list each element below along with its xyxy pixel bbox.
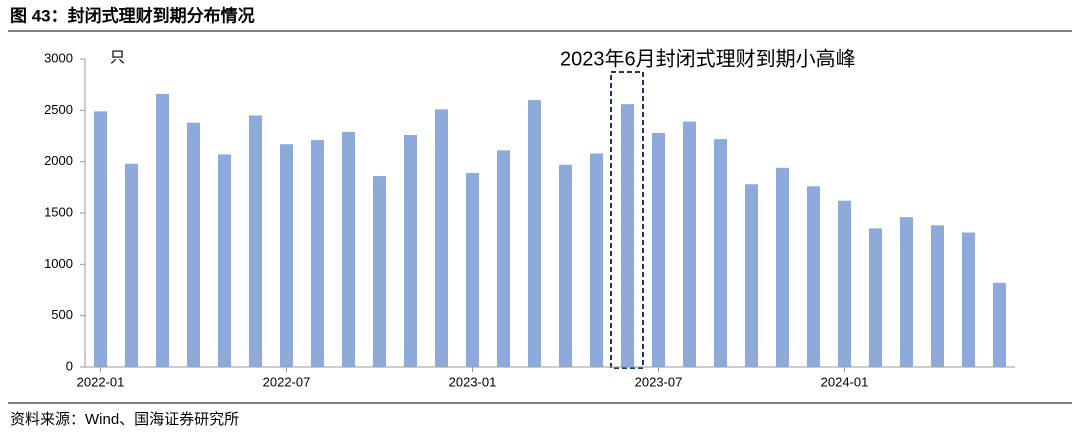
bar [249,115,262,367]
bar [652,132,665,367]
bar [931,225,944,367]
bar [559,164,572,367]
y-tick-label: 500 [51,307,73,322]
y-tick-label: 2000 [44,153,73,168]
bar [311,140,324,367]
bar [187,122,200,367]
bar [125,163,138,367]
y-tick-label: 0 [66,358,73,373]
bar [807,186,820,367]
bar [590,153,603,367]
x-tick-label: 2024-01 [821,374,869,389]
bar [838,200,851,367]
bar [683,121,696,367]
annotation: 2023年6月封闭式理财到期小高峰 [560,47,856,70]
bar [435,109,448,367]
bar [404,134,417,367]
bar [900,217,913,367]
bar [373,176,386,367]
x-tick-label: 2022-01 [77,374,125,389]
x-tick-label: 2023-01 [449,374,497,389]
bar [528,100,541,368]
y-axis-label: 只 [110,49,125,66]
y-tick-label: 2500 [44,102,73,117]
bar [621,104,634,367]
bar [218,154,231,367]
bar [94,111,107,367]
bar [280,144,293,367]
y-tick-label: 3000 [44,50,73,65]
bar [745,184,758,367]
bar [962,232,975,367]
bar [993,282,1006,367]
x-tick-label: 2022-07 [263,374,311,389]
bar [342,131,355,367]
bar [156,93,169,367]
highlight-box [610,71,644,369]
bar [714,139,727,367]
bar [466,172,479,367]
y-tick-label: 1500 [44,204,73,219]
y-tick-label: 1000 [44,256,73,271]
source: 资料来源：Wind、国海证券研究所 [10,411,239,428]
bar [497,150,510,367]
bar [869,228,882,367]
chart-title: 图 43：封闭式理财到期分布情况 [10,5,255,25]
x-tick-label: 2023-07 [635,374,683,389]
bar [776,167,789,367]
